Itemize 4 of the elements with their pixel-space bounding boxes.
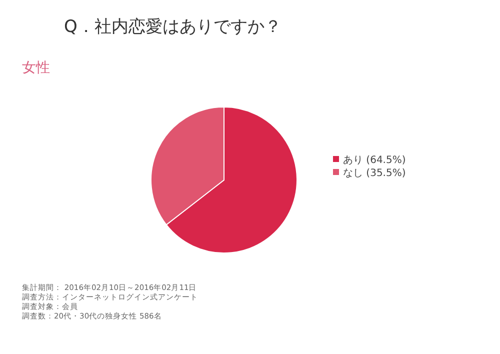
legend-label: あり (64.5%)	[343, 155, 406, 166]
text: 女性	[22, 60, 50, 76]
legend-label: なし (35.5%)	[343, 168, 406, 179]
chart-title: Q．社内恋愛はありですか？	[64, 17, 282, 37]
